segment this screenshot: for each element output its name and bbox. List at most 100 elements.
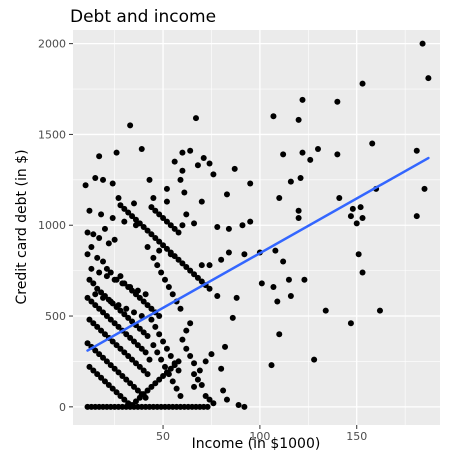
data-point bbox=[413, 213, 420, 220]
data-point bbox=[202, 392, 209, 399]
data-point bbox=[92, 291, 99, 298]
data-point bbox=[136, 325, 143, 332]
data-point bbox=[359, 214, 366, 221]
data-point bbox=[156, 313, 163, 320]
data-point bbox=[121, 349, 128, 356]
data-point bbox=[84, 251, 91, 258]
data-point bbox=[225, 225, 232, 232]
data-point bbox=[96, 351, 103, 358]
data-point bbox=[109, 180, 116, 187]
data-point bbox=[103, 313, 110, 320]
data-point bbox=[181, 189, 188, 196]
data-point bbox=[349, 205, 356, 212]
data-point bbox=[307, 156, 314, 163]
data-point bbox=[148, 316, 155, 323]
data-point bbox=[144, 333, 151, 340]
data-point bbox=[177, 176, 184, 183]
data-point bbox=[94, 371, 101, 378]
data-point bbox=[295, 116, 302, 123]
data-point bbox=[113, 342, 120, 349]
data-point bbox=[223, 396, 230, 403]
data-point bbox=[96, 269, 103, 276]
data-point bbox=[150, 194, 157, 201]
data-point bbox=[107, 298, 114, 305]
data-point bbox=[148, 383, 155, 390]
data-point bbox=[86, 276, 93, 283]
data-point bbox=[214, 224, 221, 231]
data-point bbox=[233, 294, 240, 301]
data-point bbox=[134, 387, 141, 394]
data-point bbox=[123, 376, 130, 383]
data-point bbox=[121, 311, 128, 318]
data-point bbox=[152, 207, 159, 214]
data-point bbox=[299, 149, 306, 156]
data-point bbox=[103, 273, 110, 280]
data-point bbox=[94, 323, 101, 330]
data-point bbox=[179, 260, 186, 267]
data-point bbox=[198, 198, 205, 205]
data-point bbox=[115, 369, 122, 376]
data-point bbox=[369, 140, 376, 147]
data-point bbox=[111, 276, 118, 283]
data-point bbox=[231, 165, 238, 172]
data-point bbox=[183, 327, 190, 334]
data-point bbox=[136, 394, 143, 401]
data-point bbox=[314, 145, 321, 152]
data-point bbox=[105, 382, 112, 389]
data-point bbox=[160, 338, 167, 345]
data-point bbox=[140, 367, 147, 374]
data-point bbox=[206, 262, 213, 269]
data-point bbox=[177, 305, 184, 312]
data-point bbox=[171, 158, 178, 165]
data-point bbox=[419, 40, 426, 47]
data-point bbox=[101, 331, 108, 338]
data-point bbox=[191, 220, 198, 227]
data-point bbox=[117, 307, 124, 314]
data-point bbox=[88, 265, 95, 272]
data-point bbox=[359, 80, 366, 87]
data-point bbox=[136, 294, 143, 301]
data-point bbox=[119, 372, 126, 379]
data-point bbox=[103, 265, 110, 272]
data-point bbox=[276, 194, 283, 201]
data-point bbox=[198, 262, 205, 269]
major-gridlines bbox=[73, 30, 440, 425]
data-point bbox=[117, 345, 124, 352]
data-point bbox=[223, 191, 230, 198]
data-point bbox=[285, 276, 292, 283]
data-point bbox=[359, 269, 366, 276]
data-point bbox=[175, 229, 182, 236]
data-point bbox=[142, 349, 149, 356]
data-point bbox=[163, 185, 170, 192]
data-point bbox=[152, 234, 159, 241]
data-point bbox=[274, 298, 281, 305]
data-point bbox=[144, 387, 151, 394]
data-point bbox=[123, 305, 130, 312]
data-point bbox=[101, 225, 108, 232]
data-point bbox=[357, 204, 364, 211]
data-point bbox=[413, 147, 420, 154]
data-point bbox=[167, 222, 174, 229]
data-point bbox=[194, 376, 201, 383]
data-point bbox=[100, 309, 107, 316]
data-point bbox=[206, 160, 213, 167]
data-point bbox=[140, 298, 147, 305]
data-point bbox=[272, 247, 279, 254]
data-point bbox=[179, 336, 186, 343]
data-point bbox=[210, 171, 217, 178]
data-point bbox=[191, 383, 198, 390]
data-point bbox=[94, 285, 101, 292]
data-point bbox=[175, 367, 182, 374]
data-point bbox=[129, 356, 136, 363]
data-point bbox=[210, 400, 217, 407]
data-point bbox=[94, 254, 101, 261]
data-point bbox=[98, 374, 105, 381]
data-point bbox=[154, 349, 161, 356]
data-point bbox=[299, 96, 306, 103]
data-point bbox=[163, 198, 170, 205]
data-point bbox=[297, 175, 304, 182]
data-point bbox=[175, 256, 182, 263]
data-point bbox=[86, 207, 93, 214]
data-point bbox=[152, 380, 159, 387]
data-point bbox=[179, 149, 186, 156]
